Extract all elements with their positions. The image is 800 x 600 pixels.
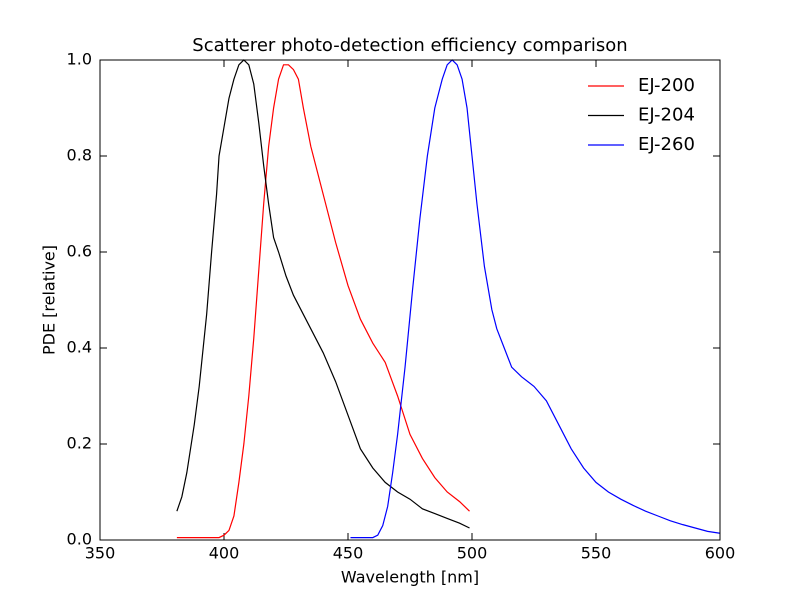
data-line xyxy=(176,59,470,529)
x-axis-label: Wavelength [nm] xyxy=(341,568,479,587)
y-tick-label: 0.0 xyxy=(67,530,92,549)
legend-label: EJ-204 xyxy=(638,105,695,126)
y-axis-label: PDE [relative] xyxy=(40,245,59,355)
legend-label: EJ-260 xyxy=(638,134,695,155)
y-tick-label: 0.8 xyxy=(67,146,92,165)
data-line xyxy=(176,64,470,539)
y-tick-label: 0.6 xyxy=(67,242,92,261)
chart-title: Scatterer photo-detection efficiency com… xyxy=(192,35,627,56)
data-line xyxy=(350,59,721,539)
x-tick-label: 500 xyxy=(457,544,488,563)
y-tick-label: 0.4 xyxy=(67,338,92,357)
x-tick-label: 600 xyxy=(705,544,736,563)
y-tick-label: 1.0 xyxy=(67,50,92,69)
x-tick-label: 400 xyxy=(209,544,240,563)
legend-label: EJ-200 xyxy=(638,75,695,96)
x-tick-label: 450 xyxy=(333,544,364,563)
y-tick-label: 0.2 xyxy=(67,434,92,453)
x-tick-label: 550 xyxy=(581,544,612,563)
plot-frame xyxy=(99,59,721,541)
x-tick-label: 350 xyxy=(85,544,116,563)
